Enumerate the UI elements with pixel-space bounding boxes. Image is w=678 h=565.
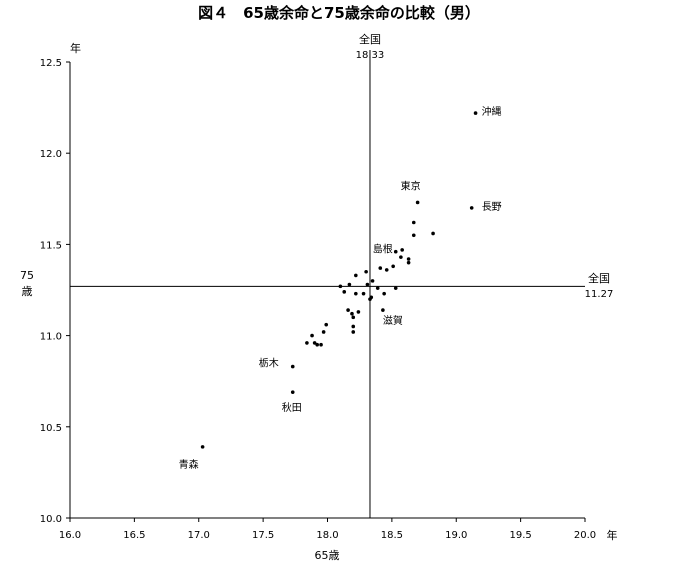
point-label: 長野 xyxy=(482,201,502,213)
y-tick-label: 10.0 xyxy=(40,514,62,525)
national-vertical-value: 18.33 xyxy=(356,50,385,61)
data-point xyxy=(364,269,368,274)
data-point xyxy=(411,233,416,238)
point-label: 島根 xyxy=(373,243,393,256)
data-point xyxy=(361,291,366,296)
data-point xyxy=(338,284,343,289)
x-unit-label: 年 xyxy=(607,528,618,542)
y-unit-label: 年 xyxy=(70,41,81,55)
data-point xyxy=(378,266,383,270)
data-point xyxy=(411,220,416,225)
data-point xyxy=(399,255,403,259)
y-tick-label: 11.5 xyxy=(40,240,62,251)
data-point xyxy=(310,333,314,338)
data-point xyxy=(342,290,347,294)
x-tick-label: 20.0 xyxy=(574,530,596,541)
labeled-data-point xyxy=(415,200,420,205)
x-tick-label: 16.5 xyxy=(123,530,145,541)
data-point xyxy=(431,231,435,236)
x-tick-label: 17.0 xyxy=(188,530,210,541)
data-point xyxy=(351,315,356,320)
y-axis-label: 歳 xyxy=(22,285,33,298)
data-point xyxy=(384,268,389,272)
data-point xyxy=(354,273,358,278)
point-label: 秋田 xyxy=(282,401,302,414)
data-point xyxy=(321,330,326,334)
data-point xyxy=(370,279,375,283)
point-label: 沖縄 xyxy=(482,105,502,118)
x-tick-label: 17.5 xyxy=(252,530,274,541)
national-vertical-label: 全国 xyxy=(359,32,381,46)
data-point xyxy=(347,282,352,287)
data-point xyxy=(319,342,323,347)
data-point xyxy=(351,324,356,329)
point-label: 滋賀 xyxy=(383,314,403,327)
data-point xyxy=(354,291,358,296)
data-point xyxy=(346,308,350,312)
data-point xyxy=(391,264,395,269)
chart-title: 図４ 65歳余命と75歳余命の比較（男） xyxy=(198,4,480,22)
data-point xyxy=(375,286,380,290)
data-point xyxy=(368,297,372,301)
point-label: 東京 xyxy=(401,179,421,192)
x-axis-label: 65歳 xyxy=(315,549,340,562)
data-point xyxy=(365,282,370,287)
national-horizontal-label: 全国 xyxy=(588,271,610,285)
labeled-data-point xyxy=(393,249,398,254)
point-label: 青森 xyxy=(179,458,199,471)
data-point xyxy=(406,257,411,261)
x-tick-label: 18.0 xyxy=(316,530,338,541)
data-point xyxy=(356,310,361,314)
y-tick-label: 12.5 xyxy=(40,58,62,69)
data-point xyxy=(312,341,317,345)
labeled-data-point xyxy=(469,206,474,210)
x-tick-label: 16.0 xyxy=(59,530,81,541)
data-point xyxy=(406,260,411,265)
y-tick-label: 11.0 xyxy=(40,332,62,343)
data-point xyxy=(305,341,309,345)
labeled-data-point xyxy=(290,364,295,369)
labeled-data-point xyxy=(290,390,295,394)
y-tick-label: 12.0 xyxy=(40,149,62,160)
data-point xyxy=(400,248,404,252)
data-point xyxy=(350,311,354,316)
x-tick-label: 19.5 xyxy=(509,530,531,541)
y-tick-label: 10.5 xyxy=(40,423,62,434)
x-tick-label: 18.5 xyxy=(381,530,403,541)
data-point xyxy=(315,342,320,347)
data-point xyxy=(382,291,386,296)
data-point xyxy=(324,322,329,327)
data-point xyxy=(351,330,356,334)
y-axis-label: 75 xyxy=(20,269,34,282)
labeled-data-point xyxy=(200,445,205,449)
data-point xyxy=(393,286,398,290)
labeled-data-point xyxy=(473,111,478,115)
national-horizontal-value: 11.27 xyxy=(585,289,614,300)
x-tick-label: 19.0 xyxy=(445,530,467,541)
point-label: 栃木 xyxy=(259,357,279,370)
labeled-data-point xyxy=(381,308,385,312)
